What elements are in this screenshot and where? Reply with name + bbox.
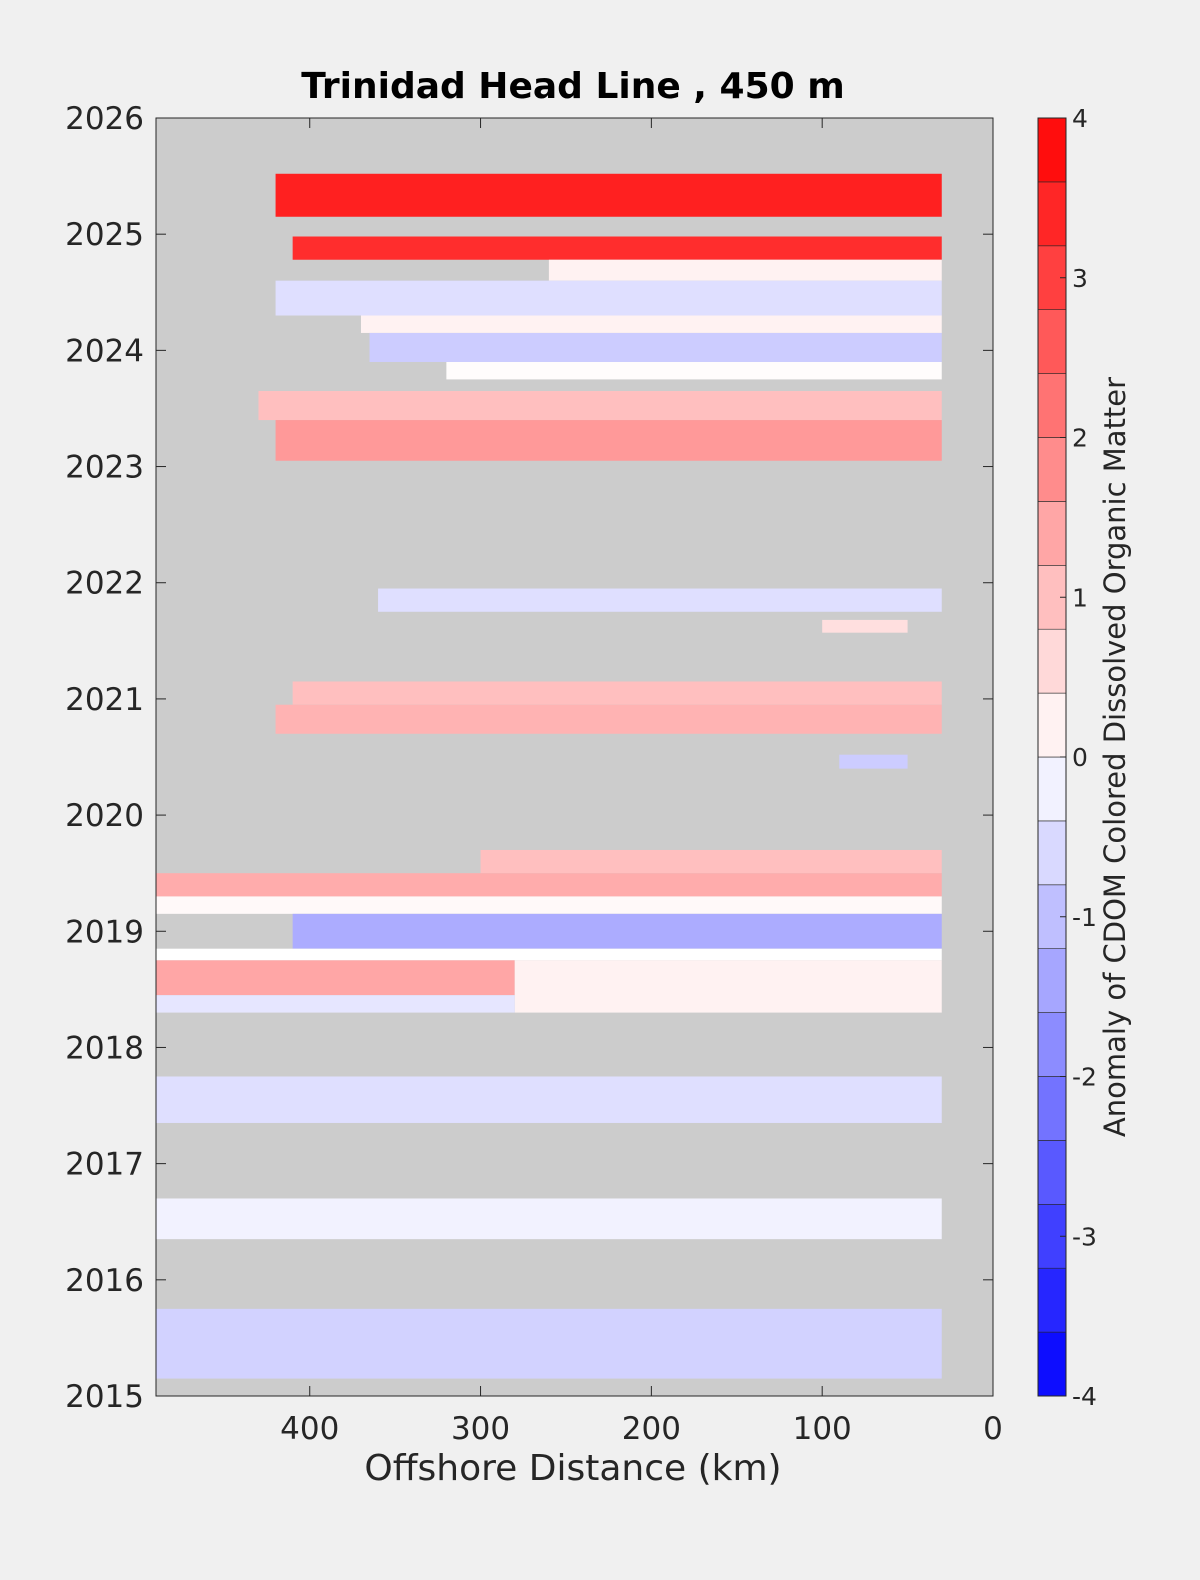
colorbar-tick-label-2: 2 bbox=[1072, 424, 1088, 453]
data-band-8 bbox=[275, 420, 942, 461]
data-band-18 bbox=[156, 948, 942, 961]
data-band-19 bbox=[156, 960, 515, 996]
colorbar-tick-label-3: 1 bbox=[1072, 583, 1088, 612]
colorbar-tick-label-0: 4 bbox=[1072, 104, 1088, 133]
colorbar-level-6 bbox=[1037, 948, 1067, 1013]
colorbar-level-4 bbox=[1037, 1076, 1067, 1141]
x-tick-label-1: 300 bbox=[451, 1411, 510, 1447]
plot-area bbox=[155, 117, 994, 1397]
data-band-0 bbox=[275, 173, 942, 217]
colorbar-tick-label-5: -1 bbox=[1072, 903, 1097, 932]
colorbar-level-1 bbox=[1037, 1267, 1067, 1333]
colorbar-level-13 bbox=[1037, 501, 1067, 566]
colorbar-tick-label-7: -3 bbox=[1072, 1222, 1097, 1251]
y-tick-label-7: 2022 bbox=[65, 566, 144, 602]
colorbar-level-18 bbox=[1037, 181, 1067, 247]
y-tick-label-5: 2020 bbox=[65, 798, 144, 834]
y-tick-label-1: 2016 bbox=[65, 1263, 144, 1299]
data-band-17 bbox=[292, 913, 942, 949]
x-tick-label-4: 0 bbox=[983, 1411, 1003, 1447]
data-band-12 bbox=[275, 704, 942, 734]
data-band-6 bbox=[446, 361, 942, 380]
plot-frame bbox=[155, 117, 994, 1397]
y-tick-label-2: 2017 bbox=[65, 1147, 144, 1183]
y-axis: 2015 2016 2017 2018 2019 2020 2021 2022 2023 2024… bbox=[65, 101, 993, 1415]
data-band-7 bbox=[258, 391, 942, 421]
data-band-23 bbox=[156, 1198, 942, 1240]
colorbar-level-16 bbox=[1037, 309, 1067, 374]
data-band-21 bbox=[156, 995, 515, 1013]
x-tick-label-3: 100 bbox=[793, 1411, 852, 1447]
colorbar-tick-label-8: -4 bbox=[1072, 1382, 1097, 1411]
chart-title: Trinidad Head Line , 450 m bbox=[301, 66, 844, 107]
y-tick-label-6: 2021 bbox=[65, 682, 144, 718]
colorbar-label: Anomaly of CDOM Colored Dissolved Organi… bbox=[1098, 377, 1132, 1137]
x-axis: 400 300 200 100 0 bbox=[280, 118, 1003, 1447]
data-band-20 bbox=[514, 960, 942, 1013]
colorbar-level-11 bbox=[1037, 628, 1067, 694]
y-tick-label-9: 2024 bbox=[65, 333, 144, 369]
colorbar-tick-label-1: 3 bbox=[1072, 264, 1088, 293]
data-band-24 bbox=[156, 1308, 942, 1379]
colorbar-tick-label-4: 0 bbox=[1072, 743, 1088, 772]
y-tick-label-11: 2026 bbox=[65, 101, 144, 137]
data-band-16 bbox=[156, 896, 942, 914]
colorbar-level-0 bbox=[1037, 1331, 1067, 1397]
colorbar-tick-label-6: -2 bbox=[1072, 1063, 1097, 1092]
data-band-11 bbox=[292, 681, 942, 705]
colorbar-level-9 bbox=[1037, 756, 1067, 822]
colorbar-level-19 bbox=[1037, 117, 1067, 183]
colorbar-level-8 bbox=[1037, 820, 1067, 886]
colorbar-level-15 bbox=[1037, 373, 1067, 438]
data-band-10 bbox=[822, 619, 908, 633]
data-bands bbox=[156, 173, 942, 1379]
data-band-13 bbox=[839, 754, 908, 769]
data-band-5 bbox=[369, 332, 942, 362]
data-band-2 bbox=[548, 259, 942, 281]
colorbar-level-14 bbox=[1037, 437, 1067, 502]
y-tick-label-0: 2015 bbox=[65, 1379, 144, 1415]
y-tick-label-8: 2023 bbox=[65, 450, 144, 486]
x-axis-label: Offshore Distance (km) bbox=[364, 1448, 781, 1489]
data-band-14 bbox=[480, 849, 942, 874]
colorbar-level-3 bbox=[1037, 1140, 1067, 1205]
colorbar-level-5 bbox=[1037, 1012, 1067, 1077]
x-tick-label-2: 200 bbox=[622, 1411, 681, 1447]
colorbar: 4 3 2 1 0 -1 -2 -3 -4 bbox=[1037, 104, 1097, 1411]
data-band-22 bbox=[156, 1076, 942, 1123]
x-tick-label-0: 400 bbox=[280, 1411, 339, 1447]
y-tick-label-10: 2025 bbox=[65, 217, 144, 253]
data-band-9 bbox=[378, 588, 942, 612]
colorbar-level-10 bbox=[1037, 692, 1067, 758]
y-tick-label-4: 2019 bbox=[65, 914, 144, 950]
data-band-1 bbox=[292, 236, 942, 260]
y-tick-label-3: 2018 bbox=[65, 1030, 144, 1066]
data-band-4 bbox=[360, 315, 942, 333]
data-band-3 bbox=[275, 280, 942, 316]
data-band-15 bbox=[156, 873, 942, 897]
